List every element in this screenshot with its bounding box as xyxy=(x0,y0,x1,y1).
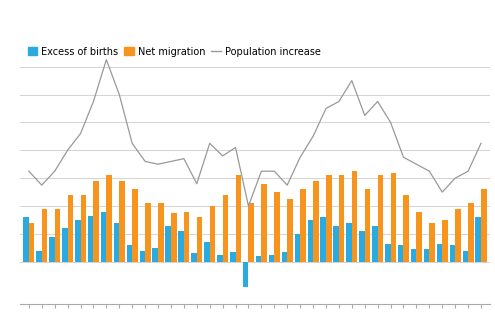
Bar xyxy=(339,175,345,262)
Legend: Excess of births, Net migration, Population increase: Excess of births, Net migration, Populat… xyxy=(25,44,324,59)
Bar xyxy=(127,245,132,262)
Bar xyxy=(481,189,487,262)
Bar xyxy=(132,189,138,262)
Bar xyxy=(424,249,429,262)
Bar xyxy=(49,237,54,262)
Bar xyxy=(320,217,326,262)
Bar xyxy=(223,195,228,262)
Bar xyxy=(429,223,435,262)
Bar xyxy=(372,225,378,262)
Bar xyxy=(442,220,448,262)
Bar xyxy=(191,254,197,262)
Bar xyxy=(295,234,300,262)
Bar xyxy=(352,171,357,262)
Bar xyxy=(29,223,34,262)
Bar xyxy=(101,212,106,262)
Bar xyxy=(468,203,474,262)
Bar xyxy=(210,206,215,262)
Bar xyxy=(152,248,158,262)
Bar xyxy=(346,223,352,262)
Bar xyxy=(54,209,60,262)
Bar xyxy=(171,213,177,262)
Bar xyxy=(411,249,416,262)
Bar xyxy=(81,195,86,262)
Bar xyxy=(437,244,442,262)
Bar xyxy=(282,252,287,262)
Bar xyxy=(307,220,313,262)
Bar xyxy=(36,251,42,262)
Bar xyxy=(236,175,241,262)
Bar xyxy=(300,189,306,262)
Bar xyxy=(248,203,254,262)
Bar xyxy=(62,228,68,262)
Bar xyxy=(398,245,403,262)
Bar xyxy=(94,181,99,262)
Bar xyxy=(455,209,461,262)
Bar xyxy=(256,256,261,262)
Bar xyxy=(165,225,171,262)
Bar xyxy=(23,217,29,262)
Bar xyxy=(333,225,339,262)
Bar xyxy=(158,203,163,262)
Bar xyxy=(230,252,236,262)
Bar xyxy=(416,212,422,262)
Bar xyxy=(178,231,184,262)
Bar xyxy=(114,223,119,262)
Bar xyxy=(269,255,274,262)
Bar xyxy=(449,245,455,262)
Bar xyxy=(261,184,267,262)
Bar xyxy=(365,189,370,262)
Bar xyxy=(391,172,396,262)
Bar xyxy=(217,255,223,262)
Bar xyxy=(204,242,210,262)
Bar xyxy=(140,251,145,262)
Bar xyxy=(385,244,391,262)
Bar xyxy=(119,181,125,262)
Bar xyxy=(197,217,202,262)
Bar xyxy=(403,195,409,262)
Bar xyxy=(476,217,481,262)
Bar xyxy=(88,216,94,262)
Bar xyxy=(326,175,332,262)
Bar xyxy=(359,231,365,262)
Bar xyxy=(378,175,383,262)
Bar xyxy=(462,251,468,262)
Bar xyxy=(274,192,280,262)
Bar xyxy=(243,262,248,287)
Bar xyxy=(75,220,81,262)
Bar xyxy=(313,181,319,262)
Bar xyxy=(145,203,150,262)
Bar xyxy=(42,209,48,262)
Bar xyxy=(106,175,112,262)
Bar xyxy=(184,212,190,262)
Bar xyxy=(68,195,73,262)
Bar xyxy=(287,199,293,262)
